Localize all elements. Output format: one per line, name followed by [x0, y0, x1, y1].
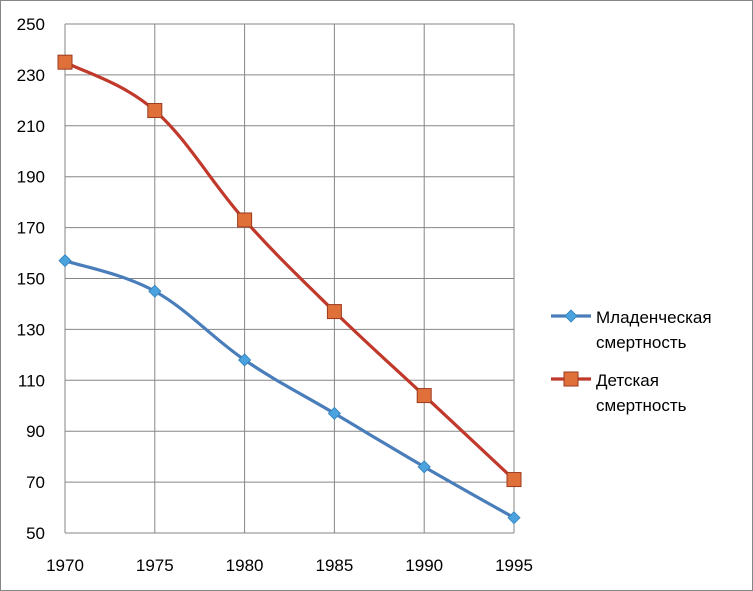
legend-label: Младенческая: [596, 308, 712, 327]
y-tick-label: 230: [17, 66, 45, 85]
y-tick-label: 190: [17, 168, 45, 187]
series-0: [58, 254, 521, 525]
data-point: [326, 304, 342, 320]
series-line: [64, 60, 516, 481]
x-tick-label: 1975: [136, 556, 174, 575]
data-point: [57, 54, 73, 70]
legend-marker: [564, 309, 578, 323]
data-point: [507, 511, 521, 525]
x-tick-label: 1990: [405, 556, 443, 575]
data-point: [58, 254, 72, 268]
legend-entry-0: Младенческая смертность: [551, 308, 712, 352]
data-point: [238, 353, 252, 367]
series-line: [64, 259, 515, 520]
y-tick-label: 70: [26, 473, 45, 492]
data-point: [237, 212, 253, 228]
data-point: [417, 460, 431, 474]
x-axis-ticks: 1970 1975 1980 1985 1990 1995: [46, 556, 533, 575]
legend-marker: [563, 371, 579, 387]
series-1: [57, 54, 522, 488]
y-tick-label: 50: [26, 524, 45, 543]
data-point: [416, 388, 432, 404]
data-point: [327, 406, 341, 420]
data-point: [147, 103, 163, 119]
data-point: [148, 284, 162, 298]
legend-label: Детская: [596, 371, 659, 390]
legend-label: смертность: [596, 396, 687, 415]
x-tick-label: 1980: [226, 556, 264, 575]
x-tick-label: 1985: [315, 556, 353, 575]
y-tick-label: 210: [17, 117, 45, 136]
legend-entry-1: Детская смертность: [551, 371, 687, 415]
legend-label: смертность: [596, 333, 687, 352]
y-tick-label: 150: [17, 270, 45, 289]
y-tick-label: 110: [18, 371, 45, 390]
x-tick-label: 1970: [46, 556, 84, 575]
data-point: [506, 472, 522, 488]
y-axis-ticks: 50 70 90 110 130 150 170 190 210 230 250: [17, 15, 45, 543]
x-tick-label: 1995: [495, 556, 533, 575]
y-tick-label: 250: [17, 15, 45, 34]
series-layer: [57, 54, 522, 525]
grid: [64, 23, 515, 534]
y-tick-label: 130: [17, 320, 45, 339]
legend: Младенческая смертность Детская смертность: [551, 308, 712, 415]
y-tick-label: 90: [26, 422, 45, 441]
y-tick-label: 170: [17, 219, 45, 238]
